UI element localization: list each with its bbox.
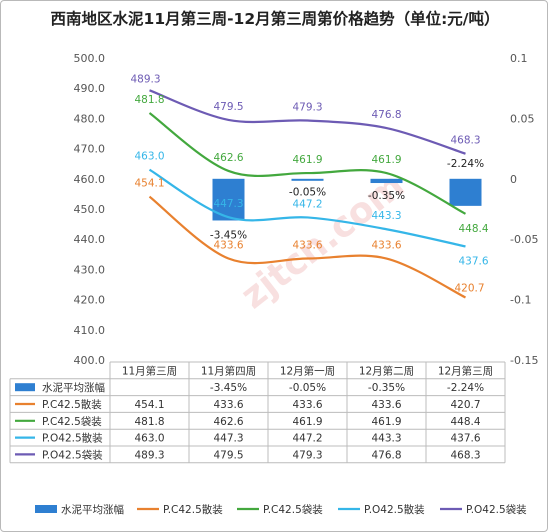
y-left-tick-label: 470.0 (74, 143, 106, 156)
y-left-tick-label: 400.0 (74, 354, 106, 367)
bar-avg-change (449, 178, 482, 206)
y-left-tick-label: 410.0 (74, 324, 106, 337)
series-line (148, 112, 467, 215)
y-left-tick-label: 420.0 (74, 294, 106, 307)
bar-data-label: -2.24% (447, 158, 484, 170)
y-left-tick-label: 460.0 (74, 173, 106, 186)
table-cell-value: 461.9 (292, 416, 322, 428)
y-left-tick-label: 440.0 (74, 233, 106, 246)
table-row-name: P.C42.5袋装 (42, 415, 102, 428)
y-left-tick-label: 480.0 (74, 112, 106, 125)
line-data-label: 463.0 (134, 151, 164, 163)
table-cell-value: 433.6 (371, 399, 401, 411)
legend-swatch (35, 505, 57, 513)
bar-avg-change (291, 178, 324, 181)
table-cell-value: 447.2 (292, 433, 322, 445)
table-cell-value: 479.3 (292, 449, 322, 461)
line-data-label: 443.3 (371, 210, 401, 222)
line-data-label: 448.4 (458, 223, 488, 235)
chart-title: 西南地区水泥11月第三周-12月第三周第价格趋势（单位:元/吨） (50, 10, 500, 28)
bar-data-label: -0.35% (368, 190, 405, 202)
x-category-label: 11月第四周 (201, 364, 256, 377)
line-data-label: 479.3 (292, 102, 322, 114)
y-left-tick-label: 430.0 (74, 263, 106, 276)
y-right-tick-label: -0.15 (510, 354, 538, 367)
line-data-label: 479.5 (213, 101, 243, 113)
y-left-tick-label: 490.0 (74, 82, 106, 95)
x-category-label: 12月第二周 (359, 364, 414, 377)
line-data-label: 420.7 (454, 282, 484, 294)
table-row-name: P.O42.5袋装 (42, 448, 103, 461)
y-left-tick-label: 500.0 (74, 52, 106, 65)
y-right-tick-label: -0.1 (510, 294, 531, 307)
x-category-label: 12月第三周 (438, 364, 493, 377)
line-data-label: 489.3 (130, 73, 160, 85)
table-cell-value: -0.05% (289, 382, 326, 394)
table-cell-value: 481.8 (134, 416, 164, 428)
line-data-label: 462.6 (213, 152, 243, 164)
series-line (148, 195, 466, 299)
x-category-label: 12月第一周 (280, 364, 335, 377)
bar-data-label: -0.05% (289, 186, 326, 198)
table-row-name: P.C42.5散装 (42, 398, 102, 411)
table-cell-value: 447.3 (213, 433, 243, 445)
y-right-tick-label: -0.05 (510, 233, 538, 246)
legend-label: P.C42.5散装 (163, 503, 223, 516)
table-cell-value: 468.3 (450, 449, 480, 461)
legend-label: P.O42.5散装 (364, 503, 425, 516)
table-cell-value: 433.6 (292, 399, 322, 411)
table-cell-value: 476.8 (371, 449, 401, 461)
table-row-name: P.O42.5散装 (42, 432, 103, 445)
line-data-label: 481.8 (134, 94, 164, 106)
y-right-tick-label: 0 (510, 173, 517, 186)
table-cell-value: 461.9 (371, 416, 401, 428)
table-cell-value: -0.35% (368, 382, 405, 394)
line-data-label: 447.3 (213, 198, 243, 210)
series-line (149, 89, 466, 155)
legend-label: P.C42.5袋装 (263, 503, 323, 516)
line-data-label: 454.1 (134, 178, 164, 190)
y-right-tick-label: 0.05 (510, 112, 535, 125)
table-cell-value: -3.45% (210, 382, 247, 394)
line-data-label: 461.9 (292, 154, 322, 166)
table-cell-value: -2.24% (447, 382, 484, 394)
y-left-tick-label: 450.0 (74, 203, 106, 216)
line-data-label: 437.6 (458, 255, 488, 267)
table-cell-value: 433.6 (213, 399, 243, 411)
table-cell-value: 443.3 (371, 433, 401, 445)
x-category-label: 11月第三周 (122, 364, 177, 377)
line-data-label: 433.6 (292, 240, 322, 252)
bar-avg-change (370, 178, 403, 184)
table-cell-value: 420.7 (450, 399, 480, 411)
legend-label: P.O42.5袋装 (466, 503, 527, 516)
series-line (148, 168, 466, 248)
line-data-label: 433.6 (213, 240, 243, 252)
table-row-name: 水泥平均涨幅 (42, 381, 105, 394)
line-data-label: 476.8 (371, 109, 401, 121)
y-right-tick-label: 0.1 (510, 52, 528, 65)
table-cell-value: 437.6 (450, 433, 480, 445)
line-data-label: 447.2 (292, 198, 322, 210)
line-data-label: 468.3 (450, 135, 480, 147)
bar-data-label: -3.45% (210, 229, 247, 241)
table-cell-value: 489.3 (134, 449, 164, 461)
legend-label: 水泥平均涨幅 (61, 503, 124, 516)
line-data-label: 461.9 (371, 154, 401, 166)
table-cell-value: 454.1 (134, 399, 164, 411)
line-data-label: 433.6 (371, 240, 401, 252)
table-cell-value: 462.6 (213, 416, 243, 428)
table-cell-value: 479.5 (213, 449, 243, 461)
table-cell-value: 463.0 (134, 433, 164, 445)
table-cell-value: 448.4 (450, 416, 480, 428)
table-legend-swatch (15, 383, 35, 392)
